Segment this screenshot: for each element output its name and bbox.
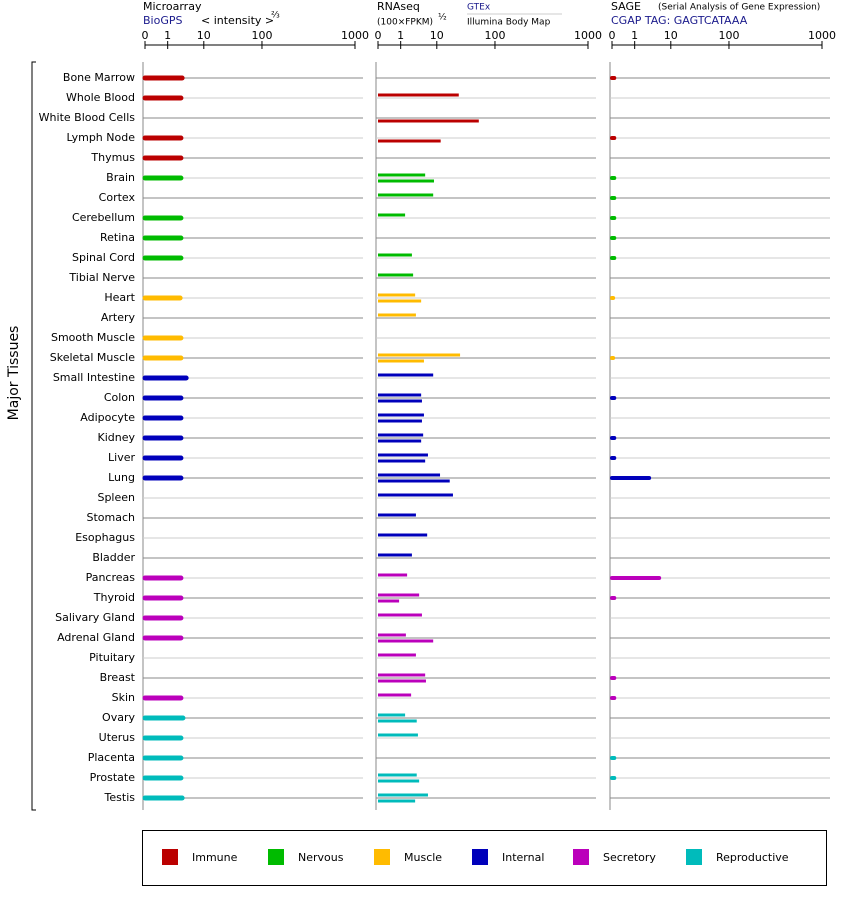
category-label: Retina — [100, 231, 135, 244]
category-label: Stomach — [86, 511, 135, 524]
x-tick-label: 100 — [484, 29, 505, 42]
category-label: Liver — [108, 451, 135, 464]
axis-exponent: ½ — [438, 13, 447, 23]
category-label: Ovary — [102, 711, 135, 724]
x-tick-label: 100 — [251, 29, 272, 42]
legend-label: Immune — [192, 851, 238, 864]
axis-label: (100×FPKM) — [377, 18, 433, 28]
category-label: Testis — [104, 791, 136, 804]
category-label: Placenta — [88, 751, 135, 764]
x-tick-label: 0 — [375, 29, 382, 42]
x-tick-label: 0 — [142, 29, 149, 42]
category-label: Artery — [101, 311, 136, 324]
x-tick-label: 1000 — [574, 29, 602, 42]
category-label: Colon — [104, 391, 135, 404]
legend-swatch — [573, 849, 589, 865]
legend-swatch — [268, 849, 284, 865]
x-tick-label: 10 — [197, 29, 211, 42]
panel-title: SAGE — [611, 0, 641, 13]
x-tick-label: 1 — [631, 29, 638, 42]
x-tick-label: 0 — [609, 29, 616, 42]
panel-source[interactable]: BioGPS — [143, 14, 182, 27]
legend-swatch — [162, 849, 178, 865]
category-label: Thyroid — [93, 591, 135, 604]
y-axis-label: Major Tissues — [6, 326, 22, 421]
bracket — [31, 61, 36, 811]
category-label: Pituitary — [89, 651, 135, 664]
legend-label: Nervous — [298, 851, 344, 864]
legend-label: Reproductive — [716, 851, 789, 864]
category-label: Adrenal Gland — [57, 631, 135, 644]
category-label: Small Intestine — [53, 371, 135, 384]
category-label: Skeletal Muscle — [50, 351, 135, 364]
category-label: Prostate — [90, 771, 136, 784]
category-label: Cortex — [99, 191, 136, 204]
category-label: Whole Blood — [66, 91, 135, 104]
panel-title: RNAseq — [377, 0, 420, 13]
legend-swatch — [686, 849, 702, 865]
category-label: Heart — [104, 291, 135, 304]
legend-label: Muscle — [404, 851, 442, 864]
category-label: Salivary Gland — [55, 611, 135, 624]
category-label: Kidney — [97, 431, 135, 444]
category-label: Lung — [108, 471, 135, 484]
category-label: Esophagus — [75, 531, 135, 544]
category-label: Breast — [100, 671, 136, 684]
legend-swatch — [472, 849, 488, 865]
category-label: Tibial Nerve — [68, 271, 135, 284]
category-label: Spinal Cord — [72, 251, 135, 264]
category-label: Cerebellum — [72, 211, 135, 224]
category-label: Uterus — [99, 731, 136, 744]
legend-box — [142, 830, 827, 886]
category-label: Bone Marrow — [63, 71, 135, 84]
x-tick-label: 100 — [718, 29, 739, 42]
category-label: Thymus — [90, 151, 135, 164]
legend-label: Internal — [502, 851, 544, 864]
category-label: White Blood Cells — [39, 111, 136, 124]
category-label: Brain — [106, 171, 135, 184]
category-label: Adipocyte — [80, 411, 135, 424]
series-name[interactable]: GTEx — [467, 3, 491, 13]
category-label: Spleen — [97, 491, 135, 504]
x-tick-label: 1000 — [808, 29, 836, 42]
panel-title: Microarray — [143, 0, 202, 13]
axis-exponent: ⅔ — [271, 11, 280, 21]
panel-subtitle: (Serial Analysis of Gene Expression) — [658, 3, 820, 13]
category-label: Smooth Muscle — [51, 331, 135, 344]
x-tick-label: 10 — [430, 29, 444, 42]
axis-label: < intensity > — [201, 14, 274, 27]
category-label: Skin — [112, 691, 135, 704]
category-label: Pancreas — [86, 571, 136, 584]
series-name: Illumina Body Map — [467, 18, 551, 28]
category-label: Bladder — [92, 551, 135, 564]
x-tick-label: 1 — [164, 29, 171, 42]
x-tick-label: 10 — [664, 29, 678, 42]
panel-source[interactable]: CGAP TAG: GAGTCATAAA — [611, 14, 748, 27]
legend-label: Secretory — [603, 851, 656, 864]
category-label: Lymph Node — [66, 131, 135, 144]
x-tick-label: 1000 — [341, 29, 369, 42]
x-tick-label: 1 — [397, 29, 404, 42]
legend-swatch — [374, 849, 390, 865]
